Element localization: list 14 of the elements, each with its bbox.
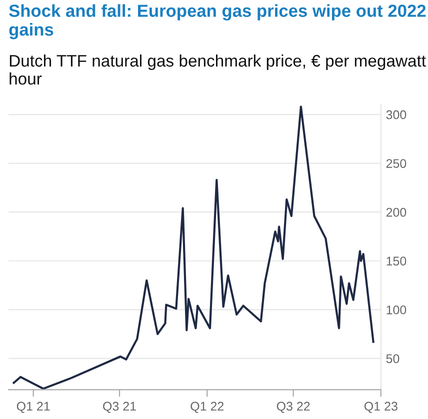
x-tick-label: Q3 21	[103, 402, 136, 413]
y-tick-label: 250	[386, 159, 406, 168]
y-tick-label: 50	[386, 354, 400, 364]
x-tick-label: Q1 21	[16, 402, 50, 413]
x-tick-label: Q3 22	[276, 402, 310, 413]
chart-title: Shock and fall: European gas prices wipe out 2022 gains	[9, 4, 426, 40]
x-tick-label: Q1 23	[364, 402, 398, 413]
y-tick-label: 200	[386, 208, 406, 217]
chart-subtitle: Dutch TTF natural gas benchmark price, € per megawatt hour	[10, 54, 426, 85]
x-tick-label: Q1 22	[190, 402, 224, 413]
line-series	[12, 106, 374, 390]
y-tick-label: 100	[386, 305, 406, 314]
y-tick-label: 150	[386, 256, 406, 266]
y-tick-label: 300	[386, 110, 406, 120]
